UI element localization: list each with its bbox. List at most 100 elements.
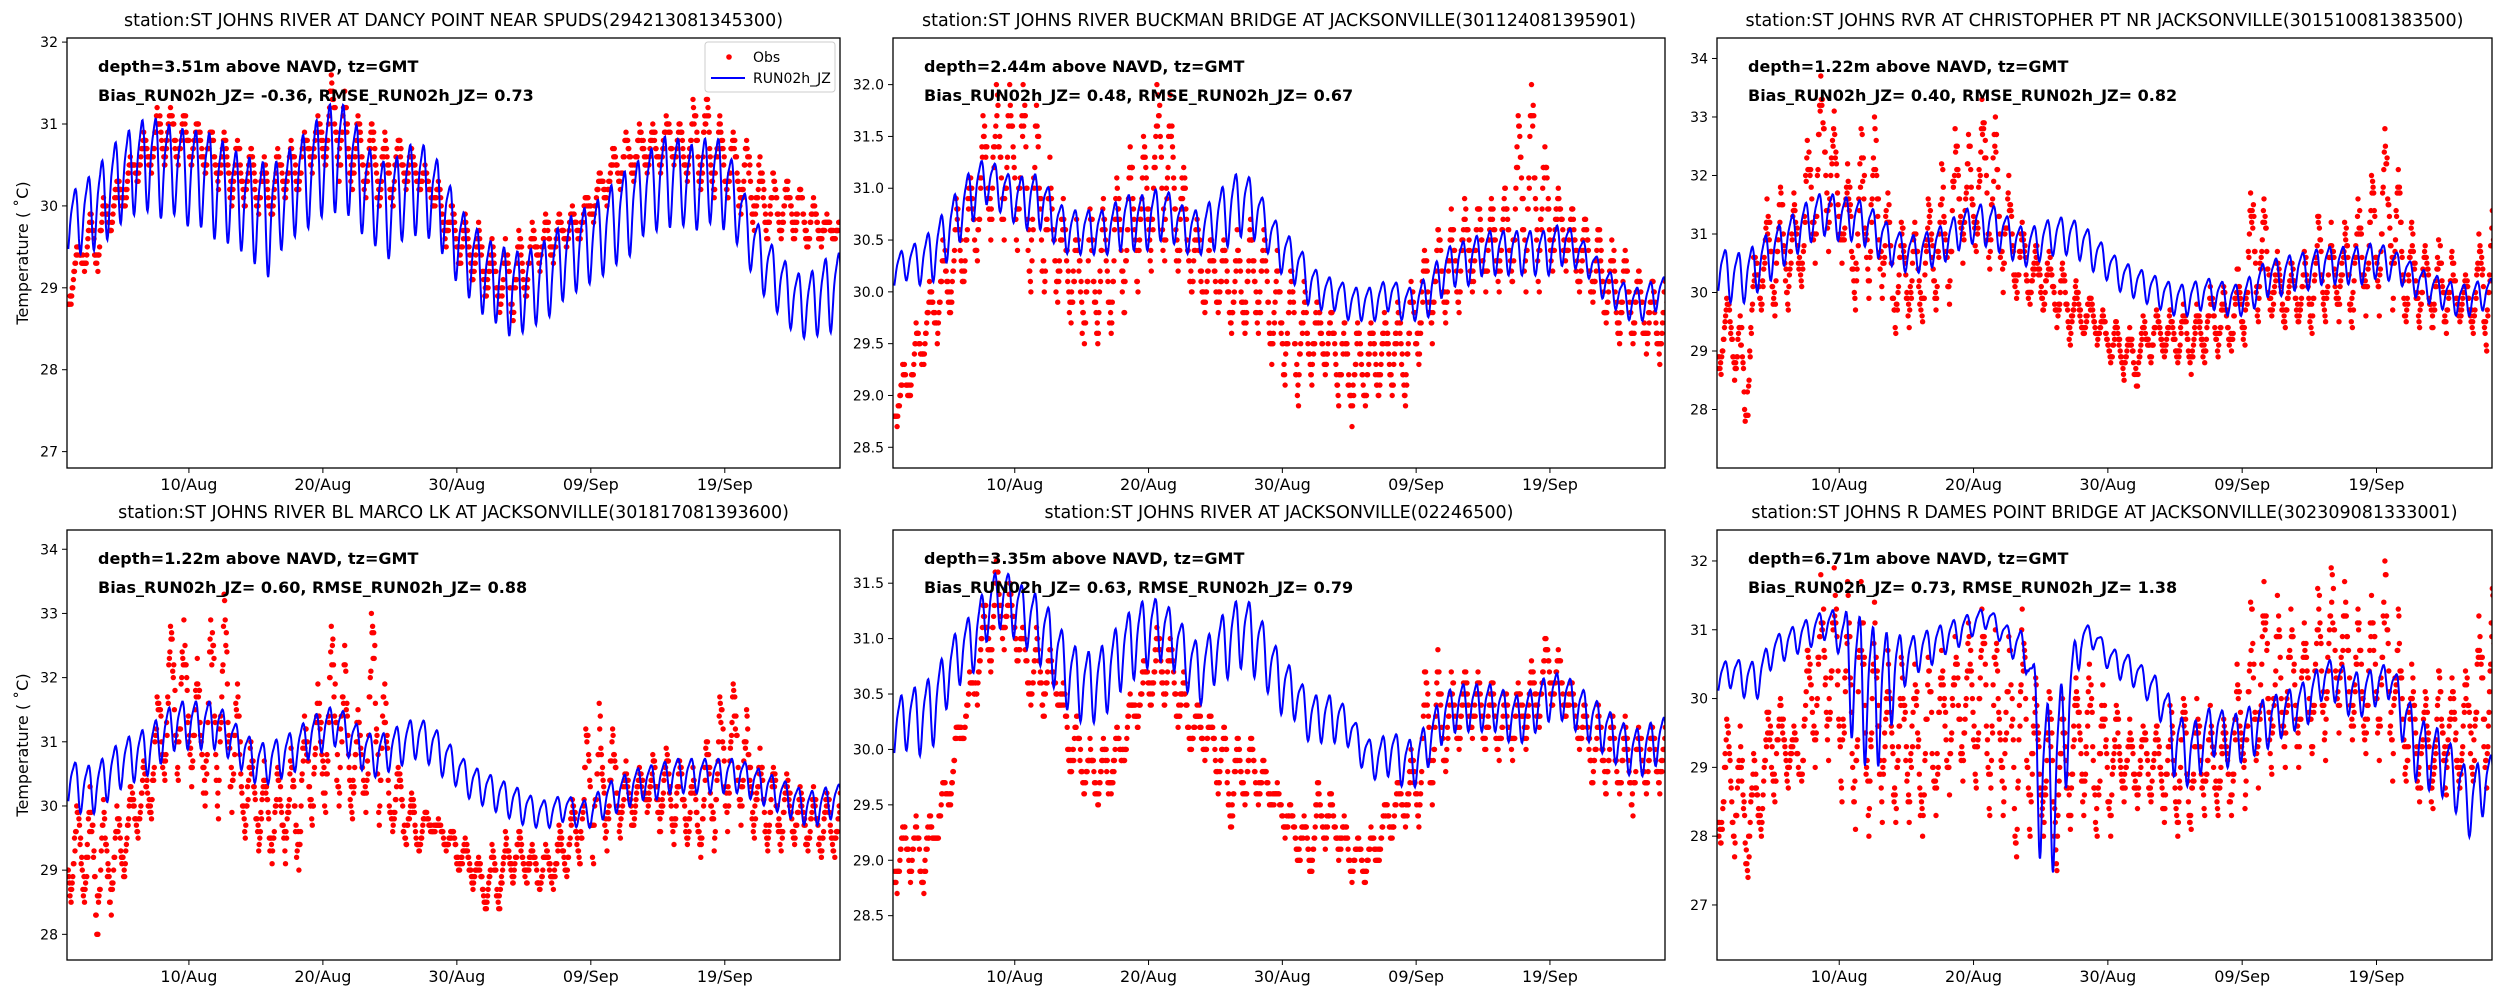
obs-point (2472, 307, 2478, 313)
obs-point (297, 828, 304, 835)
obs-point (110, 211, 116, 217)
obs-point (1592, 278, 1598, 285)
obs-point (1933, 295, 1940, 301)
obs-point (2348, 319, 2354, 325)
x-tick-label: 19/Sep (1522, 475, 1578, 494)
obs-point (1055, 299, 1061, 305)
obs-point (259, 796, 265, 803)
obs-point (1536, 289, 1543, 295)
obs-point (1275, 268, 1281, 274)
obs-point (1518, 154, 1524, 160)
obs-point (2148, 354, 2155, 360)
obs-point (1283, 351, 1289, 357)
obs-point (1096, 289, 1103, 295)
obs-point (382, 137, 389, 144)
obs-point (923, 330, 929, 336)
obs-point (1224, 268, 1230, 274)
obs-point (926, 278, 933, 285)
obs-point (588, 203, 594, 209)
obs-point (895, 413, 901, 419)
obs-point (1020, 81, 1026, 88)
obs-point (2166, 324, 2172, 331)
obs-point (1879, 283, 1885, 290)
obs-point (344, 700, 350, 706)
obs-point (472, 260, 478, 266)
obs-point (636, 121, 643, 127)
obs-point (2055, 313, 2061, 319)
obs-point (1509, 278, 1516, 285)
obs-point (397, 137, 403, 144)
obs-point (1881, 254, 1888, 261)
obs-point (1383, 320, 1389, 326)
obs-point (781, 203, 788, 209)
obs-point (273, 803, 279, 809)
obs-point (1523, 289, 1529, 295)
obs-point (1021, 123, 1027, 129)
obs-point (129, 790, 136, 796)
obs-point (2213, 336, 2220, 342)
obs-point (2423, 254, 2429, 261)
obs-point (1181, 164, 1187, 171)
obs-point (1216, 299, 1223, 305)
obs-point (1373, 361, 1379, 368)
obs-point (182, 121, 188, 127)
obs-point (1277, 289, 1283, 295)
obs-point (224, 154, 230, 160)
obs-point (1325, 341, 1331, 347)
obs-point (719, 137, 726, 144)
obs-point (756, 162, 762, 168)
obs-point (2396, 184, 2403, 190)
obs-point (1916, 278, 1923, 284)
obs-point (2111, 336, 2118, 342)
obs-point (1397, 320, 1404, 326)
obs-point (780, 211, 786, 217)
obs-point (162, 758, 169, 764)
obs-point (2019, 219, 2025, 225)
obs-point (214, 803, 221, 809)
obs-point (312, 745, 319, 751)
obs-point (980, 113, 986, 119)
obs-point (334, 777, 340, 783)
y-tick-label: 30.0 (853, 285, 884, 301)
obs-point (513, 276, 520, 283)
obs-point (1904, 295, 1911, 301)
obs-point (2039, 295, 2046, 301)
obs-point (1230, 309, 1236, 316)
obs-point (1986, 254, 1992, 261)
obs-point (741, 178, 747, 184)
obs-point (1242, 330, 1248, 336)
obs-point (2242, 307, 2249, 313)
obs-point (285, 803, 291, 809)
obs-point (695, 154, 701, 160)
obs-point (315, 113, 321, 119)
obs-point (1023, 144, 1029, 150)
obs-point (1815, 166, 1821, 173)
obs-point (1308, 372, 1315, 378)
obs-point (1828, 155, 1835, 161)
obs-point (1057, 268, 1063, 274)
obs-point (265, 195, 271, 201)
obs-point (1996, 213, 2003, 220)
obs-point (2309, 330, 2315, 337)
obs-point (344, 713, 351, 719)
obs-point (1290, 299, 1297, 305)
obs-point (1223, 278, 1230, 285)
obs-point (1344, 351, 1351, 357)
obs-point (614, 162, 620, 168)
obs-point (663, 113, 669, 119)
obs-point (1835, 202, 1841, 208)
obs-point (832, 236, 838, 242)
obs-point (1217, 289, 1223, 295)
obs-point (393, 796, 399, 803)
obs-point (1265, 299, 1272, 305)
obs-point (1028, 289, 1034, 295)
x-tick-label: 20/Aug (1945, 475, 2002, 494)
obs-point (1896, 272, 1902, 278)
obs-point (223, 642, 229, 649)
obs-point (1010, 154, 1017, 160)
obs-point (1281, 361, 1287, 368)
obs-point (84, 252, 90, 258)
obs-point (1080, 309, 1087, 316)
obs-point (1286, 309, 1292, 316)
obs-point (2228, 348, 2235, 354)
